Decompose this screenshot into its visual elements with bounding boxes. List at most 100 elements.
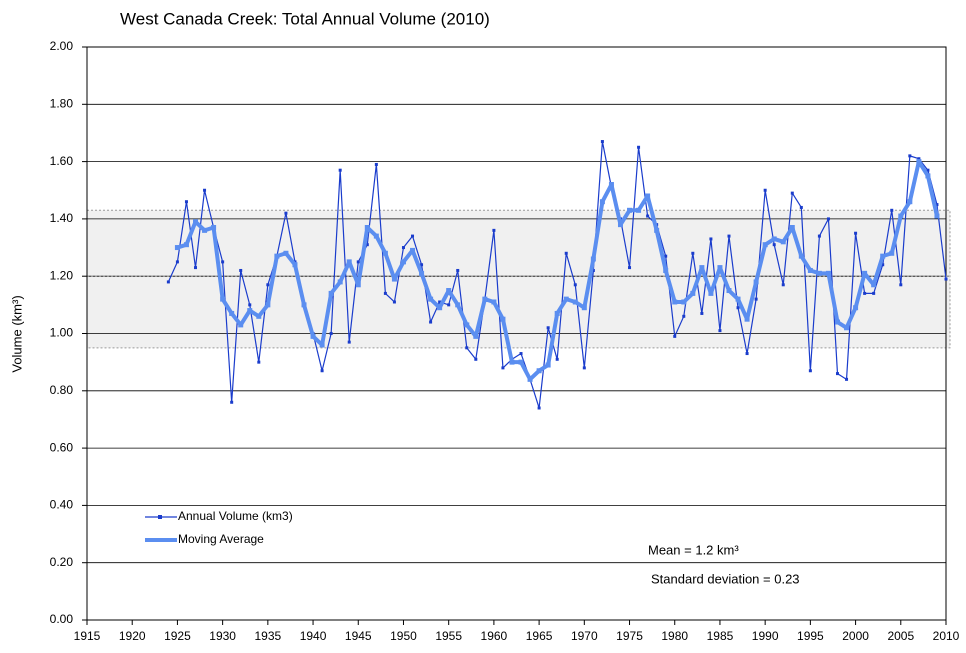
- x-tick-label: 1990: [752, 629, 779, 643]
- data-point: [175, 260, 179, 264]
- y-tick-label: 1.00: [50, 326, 74, 340]
- data-point: [319, 342, 325, 348]
- data-point: [537, 406, 541, 410]
- data-point: [383, 291, 387, 295]
- data-point: [256, 313, 262, 319]
- annotation: Mean = 1.2 km³: [648, 542, 739, 557]
- data-point: [257, 360, 261, 364]
- data-point: [872, 291, 876, 295]
- data-point: [555, 357, 559, 361]
- data-point: [772, 243, 776, 247]
- chart-title: West Canada Creek: Total Annual Volume (…: [120, 9, 490, 28]
- data-point: [672, 299, 678, 305]
- data-point: [628, 266, 632, 270]
- data-point: [355, 282, 361, 288]
- data-point: [790, 191, 794, 195]
- x-tick-label: 1985: [707, 629, 734, 643]
- data-point: [320, 369, 324, 373]
- data-point: [825, 270, 831, 276]
- x-tick-label: 1935: [254, 629, 281, 643]
- data-point: [239, 268, 243, 272]
- data-point: [763, 188, 767, 192]
- data-point: [500, 316, 506, 322]
- y-axis-label: Volume (km³): [9, 295, 24, 372]
- data-point: [265, 302, 271, 308]
- data-point: [736, 306, 740, 310]
- data-point: [926, 168, 930, 172]
- data-point: [338, 168, 342, 172]
- data-point: [890, 208, 894, 212]
- data-point: [509, 359, 515, 365]
- y-tick-label: 1.40: [50, 211, 74, 225]
- data-point: [608, 182, 614, 188]
- data-point: [862, 270, 868, 276]
- data-point: [391, 276, 397, 282]
- data-point: [754, 297, 758, 301]
- data-point: [292, 262, 298, 268]
- data-point: [673, 334, 677, 338]
- data-point: [780, 239, 786, 245]
- data-point: [183, 242, 189, 248]
- data-point: [337, 279, 343, 285]
- legend-marker: [158, 538, 162, 542]
- x-tick-label: 1940: [300, 629, 327, 643]
- data-point: [229, 310, 235, 316]
- data-point: [646, 214, 650, 218]
- x-tick-label: 1960: [481, 629, 508, 643]
- data-point: [411, 234, 415, 238]
- data-point: [474, 357, 478, 361]
- data-point: [456, 268, 460, 272]
- data-point: [274, 253, 280, 259]
- data-point: [582, 366, 586, 370]
- data-point: [834, 319, 840, 325]
- data-point: [898, 213, 904, 219]
- data-point: [203, 188, 207, 192]
- x-tick-label: 1950: [390, 629, 417, 643]
- data-point: [364, 224, 370, 230]
- data-point: [401, 246, 405, 250]
- data-point: [238, 322, 244, 328]
- data-point: [600, 140, 604, 144]
- annotation: Standard deviation = 0.23: [651, 571, 800, 586]
- data-point: [581, 305, 587, 311]
- legend-label: Annual Volume (km3): [178, 509, 293, 523]
- legend-label: Moving Average: [178, 532, 264, 546]
- data-point: [438, 300, 442, 304]
- data-point: [935, 203, 939, 207]
- data-point: [835, 372, 839, 376]
- x-tick-label: 1970: [571, 629, 598, 643]
- data-point: [599, 199, 605, 205]
- data-point: [798, 253, 804, 259]
- data-point: [247, 308, 253, 314]
- data-point: [916, 159, 922, 165]
- data-point: [854, 231, 858, 235]
- data-point: [907, 199, 913, 205]
- data-point: [392, 300, 396, 304]
- y-tick-label: 0.60: [50, 440, 74, 454]
- data-point: [194, 266, 198, 270]
- data-point: [636, 207, 642, 213]
- data-point: [889, 250, 895, 256]
- data-point: [248, 303, 252, 307]
- data-point: [944, 277, 948, 281]
- data-point: [590, 256, 596, 262]
- data-point: [473, 333, 479, 339]
- data-point: [881, 263, 885, 267]
- data-point: [374, 162, 378, 166]
- data-point: [573, 283, 577, 287]
- x-tick-label: 1945: [345, 629, 372, 643]
- y-tick-label: 2.00: [50, 39, 74, 53]
- data-point: [637, 145, 641, 149]
- data-point: [709, 237, 713, 241]
- data-point: [419, 270, 425, 276]
- data-point: [744, 316, 750, 322]
- data-point: [564, 251, 568, 255]
- data-point: [917, 157, 921, 161]
- data-point: [617, 222, 623, 228]
- data-point: [266, 283, 270, 287]
- data-point: [365, 243, 369, 247]
- data-point: [934, 213, 940, 219]
- data-point: [230, 400, 234, 404]
- data-point: [863, 291, 867, 295]
- data-point: [700, 311, 704, 315]
